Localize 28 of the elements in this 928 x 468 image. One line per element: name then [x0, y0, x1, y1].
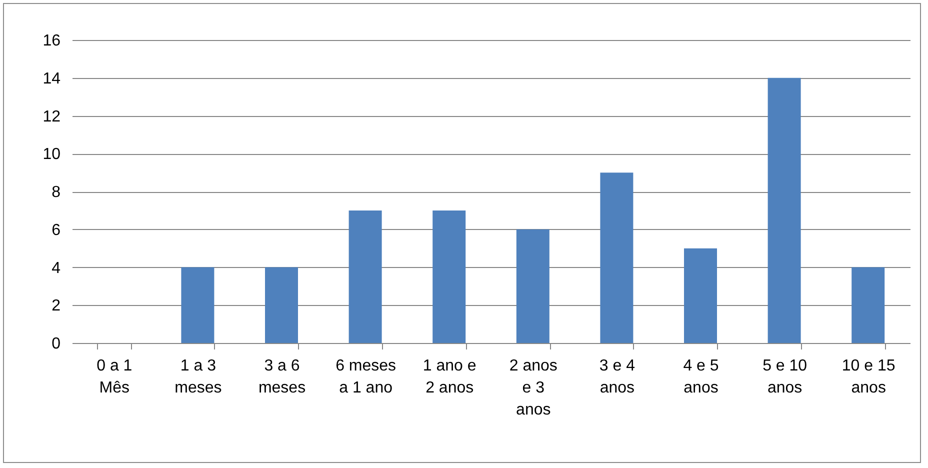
bar — [348, 210, 382, 343]
x-tick-label: 4 e 5 anos — [683, 358, 719, 396]
x-tick-label: 1 ano e 2 anos — [422, 358, 476, 396]
y-tick-label: 10 — [42, 146, 61, 164]
bar — [600, 172, 634, 343]
y-tick-label: 4 — [52, 260, 61, 277]
bar — [432, 210, 466, 343]
y-tick-label: 6 — [52, 222, 61, 239]
y-tick-label: 12 — [42, 108, 61, 126]
y-tick-label: 14 — [42, 70, 61, 88]
y-tick-label: 8 — [52, 184, 61, 201]
y-tick-label: 2 — [52, 298, 61, 315]
bar — [852, 267, 885, 343]
y-tick-label: 16 — [42, 32, 61, 50]
x-tick-label: 2 anos e 3 anos — [509, 358, 558, 418]
bar — [265, 267, 298, 343]
x-tick-label: 10 e 15 anos — [842, 358, 896, 396]
y-tick-label: 0 — [52, 336, 61, 352]
x-tick-label: 3 e 4 anos — [599, 358, 636, 396]
x-tick-label: 0 a 1 Mês — [96, 358, 132, 396]
bar — [768, 78, 801, 343]
x-tick-label: 3 a 6 meses — [258, 358, 306, 396]
x-tick-label: 5 e 10 anos — [762, 358, 808, 396]
bar — [516, 229, 550, 343]
x-tick-label: 1 a 3 meses — [174, 358, 222, 396]
x-tick-label: 6 meses a 1 ano — [336, 358, 396, 396]
bar — [181, 267, 214, 343]
bar — [684, 248, 717, 343]
